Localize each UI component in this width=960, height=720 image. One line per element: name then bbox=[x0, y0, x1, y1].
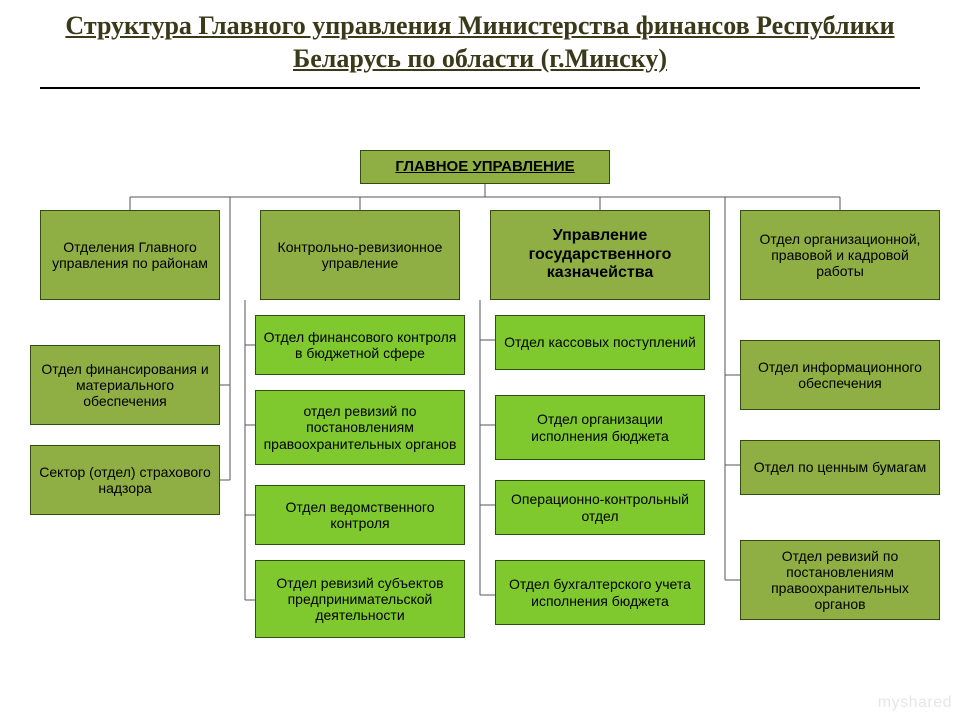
org-node-r1: Отдел кассовых поступлений bbox=[495, 315, 705, 370]
org-node-q4: Отдел ревизий по постановлениям правоохр… bbox=[740, 540, 940, 620]
org-node-root: ГЛАВНОЕ УПРАВЛЕНИЕ bbox=[360, 150, 610, 184]
org-node-m2: отдел ревизий по постановлениям правоохр… bbox=[255, 390, 465, 465]
org-node-m3: Отдел ведомственного контроля bbox=[255, 485, 465, 545]
org-node-q2: Отдел информационного обеспечения bbox=[740, 340, 940, 410]
org-node-r4: Отдел бухгалтерского учета исполнения бю… bbox=[495, 560, 705, 625]
title-rule bbox=[40, 87, 920, 89]
page-title: Структура Главного управления Министерст… bbox=[0, 0, 960, 83]
watermark: myshared bbox=[878, 694, 952, 712]
org-node-m4: Отдел ревизий субъектов предпринимательс… bbox=[255, 560, 465, 638]
org-node-r2: Отдел организации исполнения бюджета bbox=[495, 395, 705, 460]
org-node-l2: Отдел финансирования и материального обе… bbox=[30, 345, 220, 425]
org-node-r3: Операционно-контрольный отдел bbox=[495, 480, 705, 535]
org-node-q3: Отдел по ценным бумагам bbox=[740, 440, 940, 495]
org-node-c1: Отделения Главного управления по районам bbox=[40, 210, 220, 300]
org-node-c2: Контрольно-ревизионное управление bbox=[260, 210, 460, 300]
org-node-c3: Управление государственного казначейства bbox=[490, 210, 710, 300]
org-node-m1: Отдел финансового контроля в бюджетной с… bbox=[255, 315, 465, 375]
org-node-c4: Отдел организационной, правовой и кадров… bbox=[740, 210, 940, 300]
org-node-l3: Сектор (отдел) страхового надзора bbox=[30, 445, 220, 515]
